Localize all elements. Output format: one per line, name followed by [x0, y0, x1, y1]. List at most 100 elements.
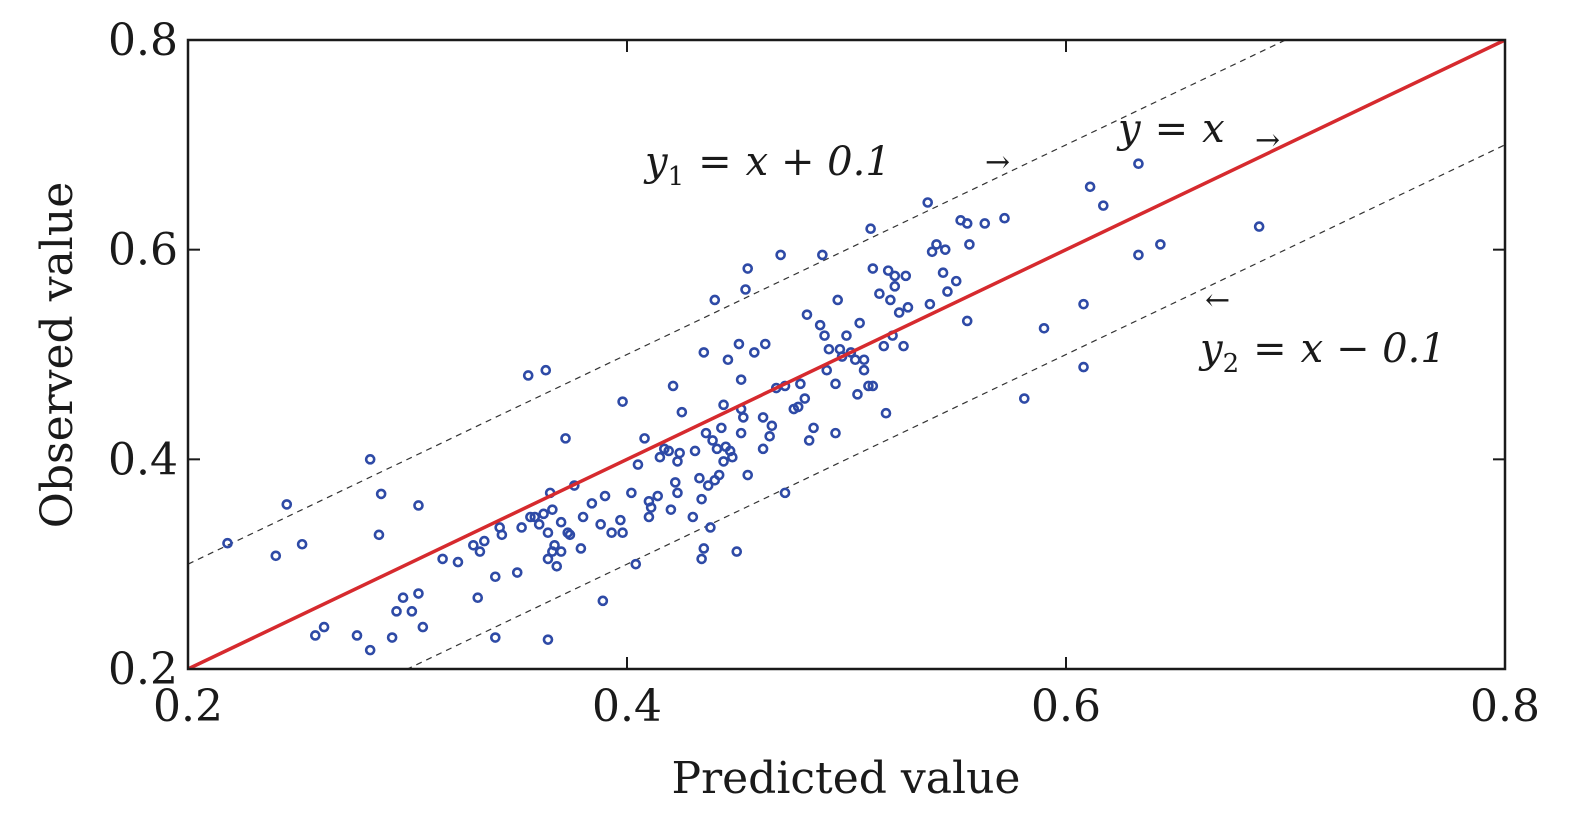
data-point: [698, 347, 710, 358]
data-point: [615, 514, 626, 526]
data-point: [452, 556, 464, 568]
y-tick-label: 0.2: [108, 644, 178, 695]
data-point: [705, 522, 716, 533]
data-point: [639, 433, 650, 444]
data-point: [700, 427, 712, 439]
data-point: [555, 516, 567, 528]
data-point: [841, 330, 852, 341]
data-point: [296, 538, 308, 550]
data-point: [964, 239, 975, 250]
data-point: [1084, 181, 1096, 193]
data-point: [849, 354, 861, 366]
data-point: [654, 451, 666, 463]
data-point: [766, 420, 778, 432]
data-point: [713, 469, 725, 481]
data-point: [863, 380, 874, 392]
data-point: [542, 527, 554, 539]
data-point: [474, 546, 486, 557]
data-point: [489, 571, 501, 583]
data-point: [696, 493, 707, 505]
data-point: [902, 302, 914, 313]
data-point: [606, 527, 617, 539]
data-point: [542, 634, 554, 645]
data-point: [716, 422, 727, 434]
arrow-right-icon: →: [985, 145, 1010, 180]
data-point: [803, 435, 815, 446]
y-tick-label: 0.4: [108, 434, 178, 485]
data-point: [865, 223, 876, 234]
data-point: [676, 406, 688, 418]
data-point: [759, 338, 771, 350]
data-point: [961, 218, 973, 229]
data-point: [529, 511, 541, 523]
data-point: [735, 374, 747, 385]
data-point: [799, 393, 811, 404]
data-point: [882, 265, 894, 276]
lower-band-line: [406, 144, 1505, 669]
data-point: [672, 487, 683, 499]
data-point: [689, 445, 701, 457]
data-point: [472, 592, 484, 604]
x-tick-label: 0.6: [1031, 681, 1101, 732]
annotation-upper-line: y1 = x + 0.1: [643, 139, 891, 192]
data-point: [1133, 158, 1144, 170]
data-point: [540, 364, 552, 376]
data-point: [364, 644, 376, 656]
plot-frame: [186, 38, 1507, 671]
data-point: [757, 443, 769, 455]
data-point: [821, 364, 833, 376]
data-point: [533, 519, 545, 530]
data-point: [630, 558, 642, 570]
data-point: [667, 380, 679, 392]
data-point: [694, 472, 705, 484]
data-point: [922, 197, 934, 208]
arrow-left-icon: ←: [1205, 283, 1230, 318]
data-point: [417, 621, 429, 633]
data-point: [709, 294, 721, 306]
data-point: [889, 270, 901, 282]
data-point: [852, 389, 863, 400]
data-point: [542, 553, 554, 565]
data-point: [707, 435, 718, 446]
data-point: [1253, 221, 1265, 232]
data-point: [663, 445, 675, 457]
y-axis-label: Observed value: [32, 182, 83, 528]
data-point: [698, 543, 710, 554]
data-point: [351, 630, 363, 641]
data-point: [696, 553, 707, 565]
data-point: [792, 401, 804, 413]
data-point: [775, 249, 786, 261]
y-tick-label: 0.8: [108, 15, 178, 66]
data-point: [942, 286, 953, 297]
data-point: [722, 354, 734, 366]
data-point: [924, 298, 936, 310]
data-point: [617, 527, 628, 539]
data-point: [413, 588, 424, 599]
data-point: [632, 459, 644, 470]
data-point: [711, 443, 723, 455]
data-point: [595, 519, 606, 530]
data-point: [318, 621, 330, 633]
data-point: [718, 399, 729, 411]
data-point: [937, 267, 949, 279]
data-point: [880, 407, 892, 419]
data-point: [281, 499, 293, 510]
axis-ticks: 0.2 0.4 0.6 0.8 0.2 0.4 0.6 0.8: [108, 15, 1540, 732]
data-point: [375, 488, 387, 500]
data-points: [222, 158, 1265, 656]
data-point: [727, 451, 738, 463]
data-point: [496, 529, 508, 541]
data-point: [538, 508, 549, 520]
data-point: [522, 370, 534, 381]
data-point: [1038, 322, 1050, 334]
data-point: [702, 480, 714, 491]
data-point: [599, 490, 611, 502]
upper-band-line: [188, 40, 1287, 565]
data-point: [437, 553, 448, 565]
data-point: [735, 427, 747, 439]
data-point: [406, 606, 418, 617]
data-point: [867, 380, 879, 392]
data-point: [652, 490, 664, 502]
data-point: [931, 239, 942, 250]
data-point: [1155, 239, 1166, 250]
